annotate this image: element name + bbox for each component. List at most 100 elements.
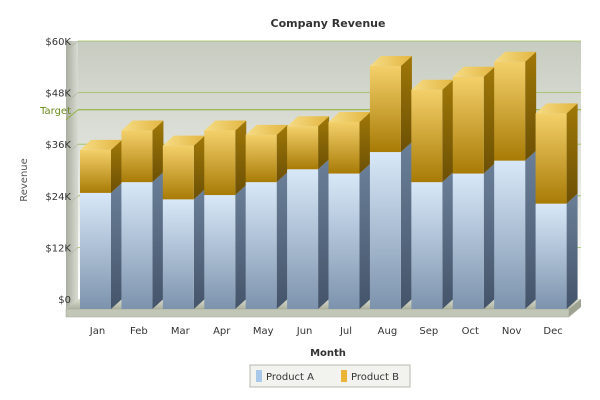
- bar-front: [80, 149, 111, 193]
- x-tick-label: Jul: [339, 326, 352, 337]
- bar-side: [400, 56, 412, 153]
- bar-top: [204, 120, 247, 131]
- bar-product-b-oct: [452, 66, 495, 174]
- y-tick-label: $36K: [45, 140, 71, 151]
- bar-side: [235, 120, 247, 196]
- bar-product-a-aug: [369, 142, 412, 309]
- x-tick-label: Sep: [419, 326, 438, 337]
- legend: Product A Product B: [249, 364, 411, 388]
- bar-side: [400, 142, 412, 309]
- bar-side: [483, 163, 495, 309]
- target-label: Target: [39, 106, 71, 117]
- legend-swatch-product-b: [341, 370, 347, 382]
- x-tick-label: Apr: [213, 326, 231, 337]
- bar-product-a-may: [245, 172, 288, 309]
- y-tick-label: $48K: [45, 89, 71, 100]
- gridline-side: [65, 247, 79, 258]
- bar-front: [328, 173, 360, 309]
- bar-front: [369, 66, 401, 153]
- x-tick-label: Jun: [296, 326, 313, 337]
- bar-side: [276, 172, 288, 309]
- bar-front: [494, 61, 526, 161]
- bar-top: [162, 135, 205, 146]
- bar-top: [121, 120, 164, 131]
- bar-product-a-nov: [494, 150, 537, 309]
- bar-top: [494, 51, 537, 62]
- legend-label-product-a: Product A: [266, 372, 314, 383]
- bar-product-a-feb: [121, 172, 164, 309]
- bar-front: [121, 130, 153, 183]
- bar-side: [483, 66, 495, 174]
- bar-top: [287, 116, 330, 127]
- x-tick-label: Feb: [130, 326, 148, 337]
- bar-product-a-jan: [80, 182, 122, 309]
- bar-product-b-jun: [287, 116, 330, 170]
- bar-side: [525, 51, 537, 161]
- bar-side: [359, 111, 371, 174]
- bar-top: [369, 56, 412, 67]
- bar-front: [494, 160, 526, 309]
- bar-side: [111, 182, 122, 309]
- bar-product-b-feb: [121, 120, 164, 183]
- bar-side: [359, 163, 371, 309]
- bar-product-b-mar: [162, 135, 205, 200]
- bar-product-b-may: [245, 124, 288, 183]
- bar-top: [452, 66, 495, 77]
- bar-side: [152, 120, 164, 183]
- gridline-side: [65, 195, 79, 207]
- bar-product-b-sep: [411, 79, 454, 183]
- bar-top: [411, 79, 454, 90]
- bar-side: [318, 159, 330, 309]
- y-tick-label: $12K: [45, 243, 71, 254]
- bar-front: [204, 195, 236, 309]
- bar-front: [535, 203, 567, 309]
- bar-front: [287, 169, 319, 309]
- bar-front: [245, 182, 277, 309]
- bar-front: [204, 130, 236, 196]
- bar-front: [369, 152, 401, 309]
- gridline-side: [65, 143, 79, 155]
- target-line-side: [65, 109, 79, 121]
- bar-side: [111, 139, 122, 193]
- x-axis-title: Month: [310, 348, 346, 359]
- bar-product-a-sep: [411, 172, 454, 309]
- bar-side: [442, 79, 454, 183]
- bar-front: [452, 173, 484, 309]
- x-tick-label: Oct: [462, 326, 479, 337]
- plot-floor-edge-side: [569, 299, 581, 317]
- y-tick-label: $60K: [45, 37, 71, 48]
- bar-product-b-nov: [494, 51, 537, 161]
- bar-top: [80, 139, 122, 150]
- bar-side: [235, 185, 247, 309]
- legend-box: [249, 364, 411, 388]
- bar-product-a-jul: [328, 163, 371, 309]
- legend-label-product-b: Product B: [351, 372, 399, 383]
- bar-side: [193, 189, 205, 309]
- bar-product-a-jun: [287, 159, 330, 309]
- y-tick-label: $24K: [45, 192, 71, 203]
- bar-front: [121, 182, 153, 309]
- bar-side: [442, 172, 454, 309]
- y-tick-label: $0: [58, 295, 71, 306]
- bar-product-a-apr: [204, 185, 247, 309]
- bar-product-a-mar: [162, 189, 205, 309]
- bar-front: [80, 192, 111, 309]
- bar-front: [328, 121, 360, 174]
- bar-product-b-jul: [328, 111, 371, 174]
- gridline-side: [65, 40, 79, 52]
- bar-front: [452, 76, 484, 174]
- bar-front: [535, 113, 567, 204]
- bar-product-a-oct: [452, 163, 495, 309]
- y-axis-title: Revenue: [19, 158, 30, 202]
- bar-side: [566, 103, 578, 204]
- bar-top: [245, 124, 288, 135]
- x-tick-label: Jan: [89, 326, 105, 337]
- x-tick-label: Dec: [543, 326, 562, 337]
- x-tick-label: May: [253, 326, 274, 337]
- bar-side: [566, 193, 578, 309]
- chart-title: Company Revenue: [271, 17, 386, 30]
- plot-floor-edge: [65, 308, 570, 318]
- x-tick-label: Mar: [171, 326, 191, 337]
